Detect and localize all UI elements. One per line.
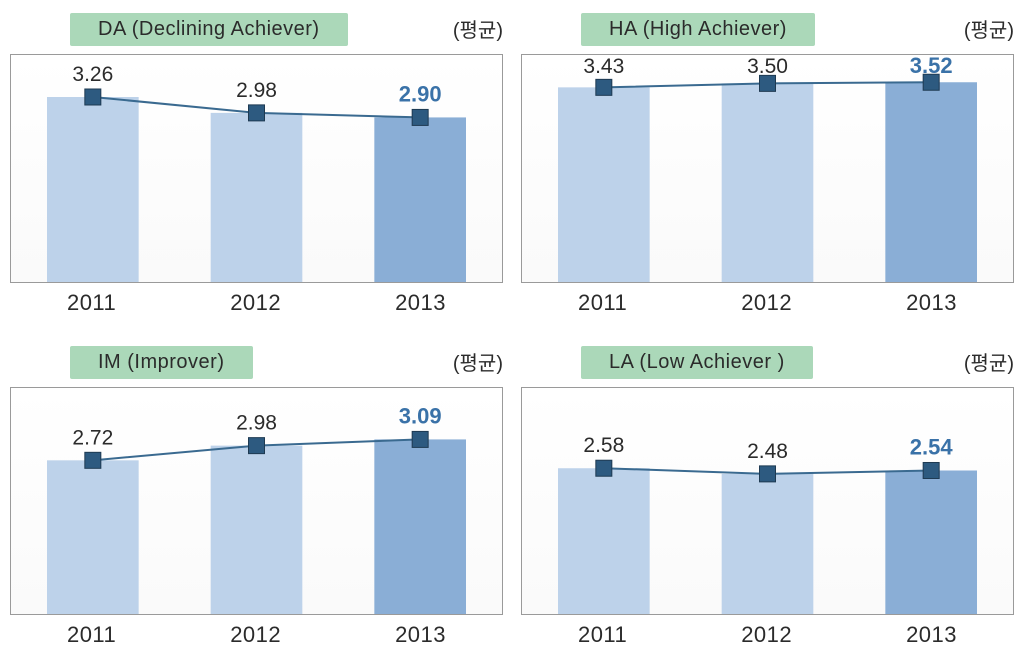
svg-text:2.48: 2.48 [747,440,788,463]
x-tick: 2013 [395,290,446,316]
x-tick: 2012 [741,622,792,648]
panel-title: LA (Low Achiever ) [581,346,813,379]
svg-text:2.98: 2.98 [236,79,277,102]
svg-text:3.52: 3.52 [910,55,953,78]
x-tick: 2013 [906,290,957,316]
x-tick: 2011 [578,622,627,648]
chart-svg-1: 3.43 3.50 3.52 [522,55,1013,282]
panel-header: DA (Declining Achiever) (평균) [10,10,503,48]
panel-da: DA (Declining Achiever) (평균) 3.26 2.98 2.9… [10,10,503,323]
chart-box: 3.26 2.98 2.90 [10,54,503,283]
x-axis: 2011 2012 2013 [521,283,1014,323]
panel-im: IM (Improver) (평균) 2.72 2.98 3.09 2011 201… [10,343,503,655]
panel-header: IM (Improver) (평균) [10,343,503,381]
svg-text:2.72: 2.72 [72,426,113,449]
svg-text:3.09: 3.09 [399,403,442,428]
chart-grid: DA (Declining Achiever) (평균) 3.26 2.98 2.9… [10,10,1014,655]
x-tick: 2011 [578,290,627,316]
avg-label: (평균) [964,347,1014,376]
panel-ha: HA (High Achiever) (평균) 3.43 3.50 3.52 201… [521,10,1014,323]
x-tick: 2012 [741,290,792,316]
x-tick: 2011 [67,290,116,316]
panel-title: HA (High Achiever) [581,13,815,46]
chart-box: 3.43 3.50 3.52 [521,54,1014,283]
x-axis: 2011 2012 2013 [10,283,503,323]
chart-svg-0: 3.26 2.98 2.90 [11,55,502,282]
avg-label: (평균) [453,14,503,43]
svg-text:2.90: 2.90 [399,81,442,106]
chart-box: 2.58 2.48 2.54 [521,387,1014,615]
svg-text:3.43: 3.43 [583,55,624,78]
panel-title: DA (Declining Achiever) [70,13,348,46]
svg-text:2.58: 2.58 [583,434,624,457]
x-tick: 2012 [230,622,281,648]
svg-text:2.98: 2.98 [236,412,277,435]
x-tick: 2011 [67,622,116,648]
x-axis: 2011 2012 2013 [10,615,503,655]
svg-text:3.26: 3.26 [72,63,113,86]
svg-text:3.50: 3.50 [747,55,788,78]
chart-box: 2.72 2.98 3.09 [10,387,503,615]
panel-title: IM (Improver) [70,346,253,379]
panel-la: LA (Low Achiever ) (평균) 2.58 2.48 2.54 201… [521,343,1014,655]
svg-text:2.54: 2.54 [910,434,954,459]
chart-svg-2: 2.72 2.98 3.09 [11,388,502,614]
panel-header: HA (High Achiever) (평균) [521,10,1014,48]
x-axis: 2011 2012 2013 [521,615,1014,655]
x-tick: 2013 [395,622,446,648]
avg-label: (평균) [453,347,503,376]
x-tick: 2013 [906,622,957,648]
panel-header: LA (Low Achiever ) (평균) [521,343,1014,381]
x-tick: 2012 [230,290,281,316]
avg-label: (평균) [964,14,1014,43]
chart-svg-3: 2.58 2.48 2.54 [522,388,1013,614]
